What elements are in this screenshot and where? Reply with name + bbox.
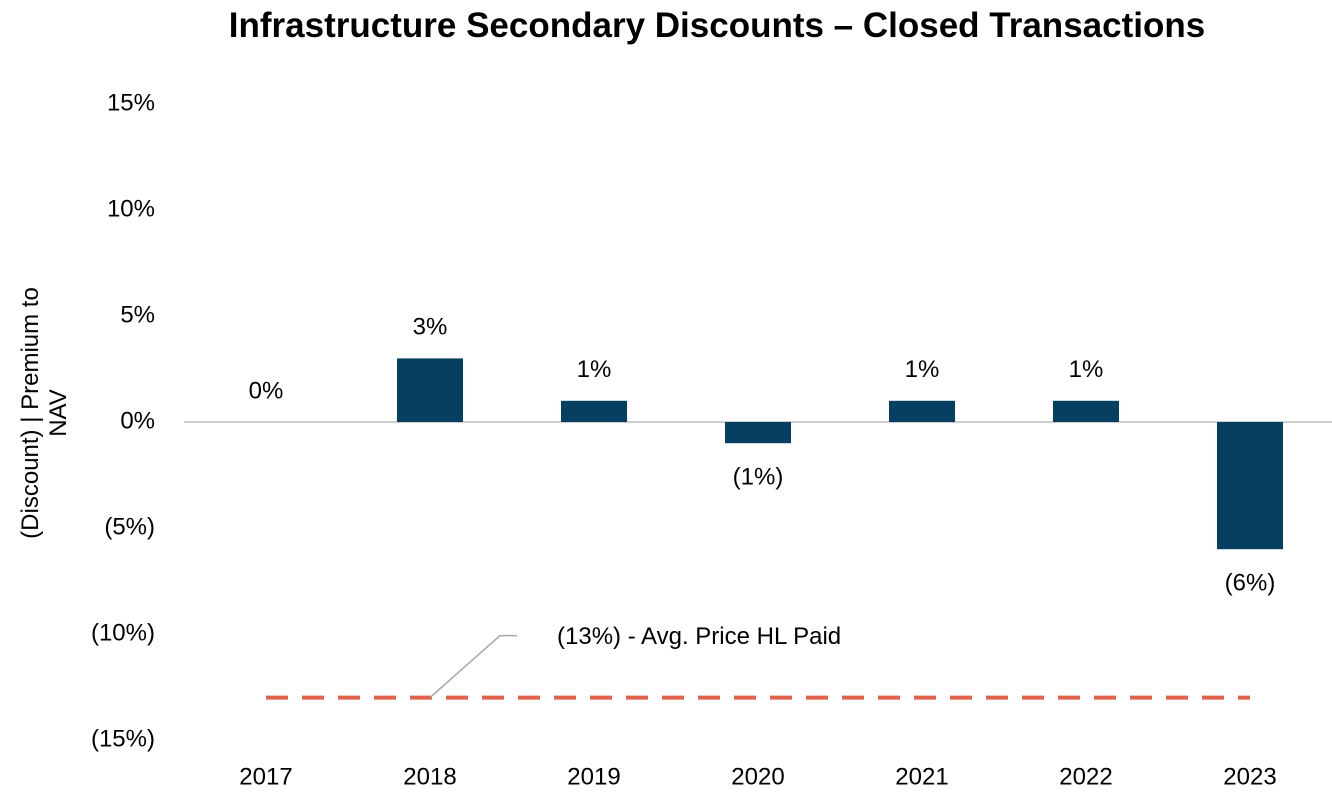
x-tick-label: 2018 [403, 763, 456, 790]
bar [889, 400, 955, 422]
bar [561, 400, 627, 422]
x-tick-label: 2022 [1059, 763, 1112, 790]
data-label: (6%) [1225, 570, 1276, 597]
y-tick-label: 10% [107, 195, 155, 222]
y-tick-label: (10%) [91, 619, 155, 646]
y-tick-label: 5% [120, 301, 155, 328]
data-label: 3% [413, 314, 448, 341]
bar [397, 358, 463, 422]
x-tick-label: 2020 [731, 763, 784, 790]
annotation: (13%) - Avg. Price HL Paid [557, 623, 841, 650]
bar [1053, 400, 1119, 422]
y-tick-label: 0% [120, 407, 155, 434]
data-label: 1% [577, 356, 612, 383]
data-label: 1% [1069, 356, 1104, 383]
data-label: (1%) [733, 464, 784, 491]
data-label: 1% [905, 356, 940, 383]
bar [1217, 422, 1283, 550]
x-tick-label: 2019 [567, 763, 620, 790]
x-tick-label: 2023 [1223, 763, 1276, 790]
chart-title: Infrastructure Secondary Discounts – Clo… [228, 6, 1206, 45]
annotation-leader [429, 634, 517, 699]
bar [725, 422, 791, 444]
y-tick-label: (15%) [91, 725, 155, 752]
data-label: 0% [249, 377, 284, 404]
y-tick-label: 15% [107, 89, 155, 116]
x-tick-label: 2021 [895, 763, 948, 790]
y-tick-label: (5%) [104, 513, 155, 540]
x-tick-label: 2017 [239, 763, 292, 790]
